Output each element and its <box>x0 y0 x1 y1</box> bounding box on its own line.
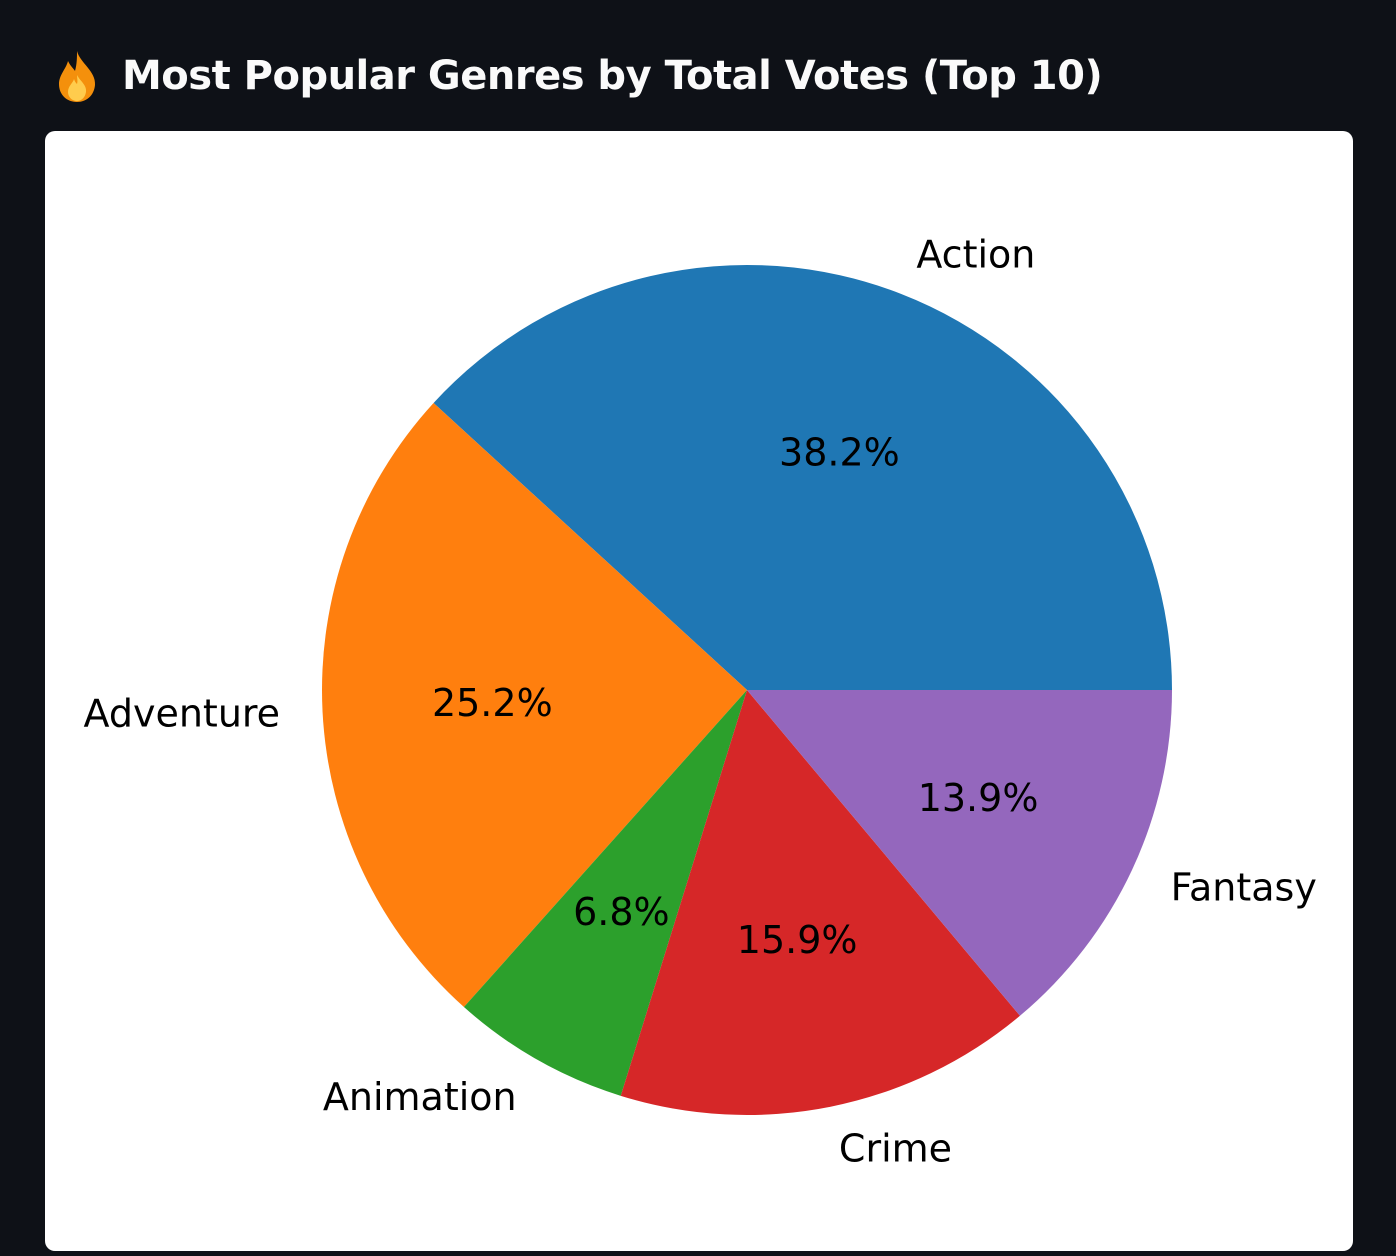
pct-label-action: 38.2% <box>779 430 900 474</box>
page-title: Most Popular Genres by Total Votes (Top … <box>122 53 1103 99</box>
slice-label-adventure: Adventure <box>84 691 281 735</box>
pie-slice-action <box>433 264 1173 690</box>
slice-label-action: Action <box>916 232 1035 276</box>
pct-label-animation: 6.8% <box>573 890 670 934</box>
slice-label-fantasy: Fantasy <box>1171 866 1317 910</box>
pct-label-crime: 15.9% <box>737 918 858 962</box>
pie-slice-adventure <box>321 402 747 1008</box>
pct-label-adventure: 25.2% <box>432 681 553 725</box>
chart-header: Most Popular Genres by Total Votes (Top … <box>56 44 1103 108</box>
pie-slice-fantasy <box>747 690 1172 1016</box>
pie-slice-crime <box>620 690 1020 1115</box>
pie-slice-animation <box>463 690 747 1096</box>
slice-label-crime: Crime <box>839 1126 952 1170</box>
pie-chart: 38.2% Action 25.2% Adventure 6.8% Animation 15… <box>84 232 1317 1170</box>
slice-label-animation: Animation <box>323 1075 517 1119</box>
pct-label-fantasy: 13.9% <box>918 776 1039 820</box>
chart-card: 38.2% Action 25.2% Adventure 6.8% Animation 15… <box>45 131 1353 1251</box>
fire-icon <box>59 51 96 102</box>
